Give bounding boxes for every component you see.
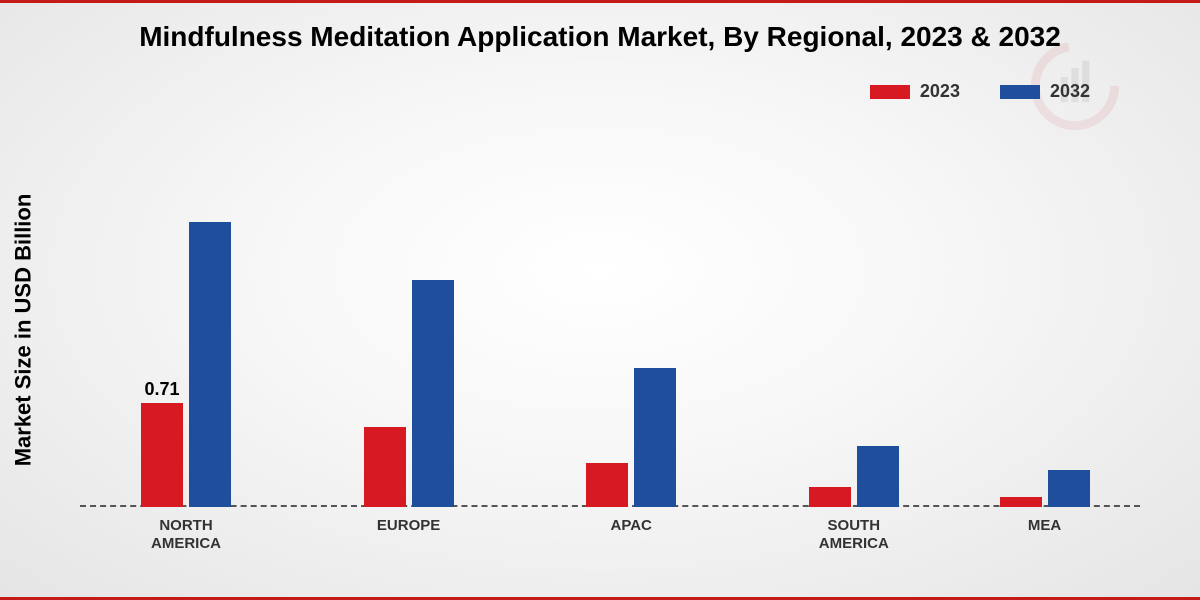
bar [189,222,231,507]
bar [1000,497,1042,507]
bar [809,487,851,507]
x-axis: NORTH AMERICA EUROPE APAC SOUTH AMERICA MEA [80,517,1140,567]
bar [634,368,676,507]
chart-page: Mindfulness Meditation Application Marke… [0,0,1200,600]
chart-title: Mindfulness Meditation Application Marke… [0,21,1200,53]
x-axis-label: MEA [975,517,1115,535]
x-axis-label: NORTH AMERICA [116,517,256,553]
bar [364,427,406,507]
bar-group [809,446,899,507]
x-axis-label: EUROPE [339,517,479,535]
legend-item-2032: 2032 [1000,81,1090,102]
x-axis-label: SOUTH AMERICA [784,517,924,553]
legend-swatch-2032 [1000,85,1040,99]
x-axis-label: APAC [561,517,701,535]
legend-item-2023: 2023 [870,81,960,102]
bar [586,463,628,507]
bar-group [586,368,676,507]
bar [412,280,454,507]
legend-swatch-2023 [870,85,910,99]
legend-label-2023: 2023 [920,81,960,102]
y-axis-label-container: Market Size in USD Billion [8,123,38,537]
bar [1048,470,1090,507]
plot-area: 0.71 [80,133,1140,507]
legend-label-2032: 2032 [1050,81,1090,102]
bar: 0.71 [141,403,183,507]
bar-value-label: 0.71 [144,379,179,400]
bar-group [364,280,454,507]
bar-group: 0.71 [141,222,231,507]
legend: 2023 2032 [870,81,1090,102]
y-axis-label: Market Size in USD Billion [10,194,36,467]
bar-group [1000,470,1090,507]
bar [857,446,899,507]
